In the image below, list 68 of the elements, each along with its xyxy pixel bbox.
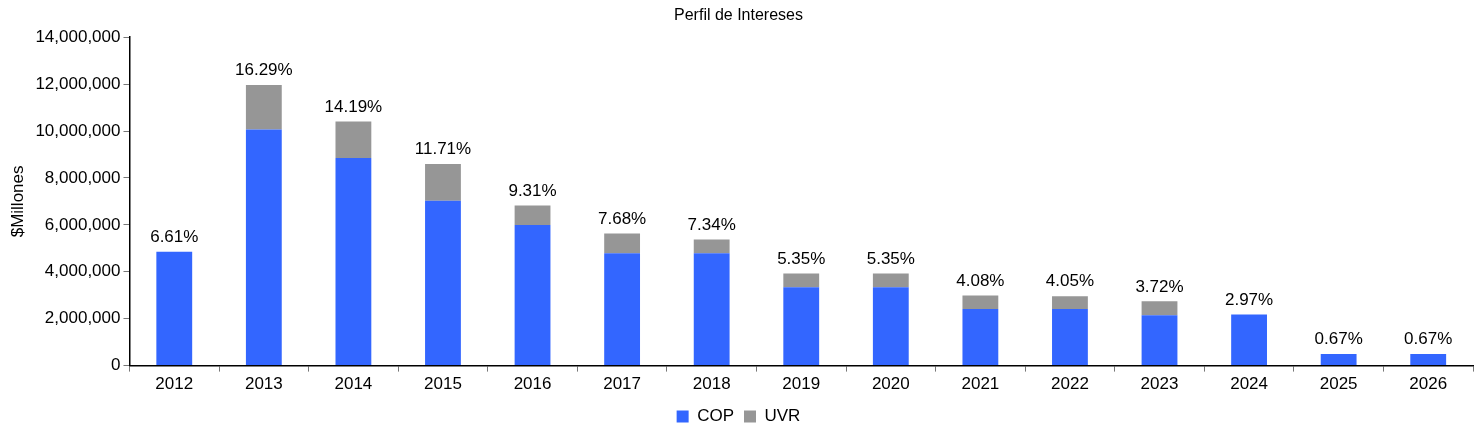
bar [962, 295, 999, 310]
bar [604, 253, 641, 366]
bar [872, 287, 909, 366]
bar [425, 164, 461, 201]
bar [425, 200, 461, 366]
bar [693, 253, 730, 366]
annotation: 7.68% [598, 208, 647, 228]
y-axis-title: $Millones [7, 165, 27, 238]
bar [604, 233, 641, 254]
bar [156, 251, 193, 366]
bar [872, 273, 909, 288]
y-tick-label: 2,000,000 [44, 308, 121, 328]
x-tick-label: 2018 [692, 374, 731, 394]
x-tick-label: 2019 [782, 374, 821, 394]
x-tick-label: 2024 [1230, 374, 1268, 394]
x-tick-label: 2020 [871, 374, 910, 394]
annotation: 16.29% [235, 60, 293, 80]
bar [514, 225, 551, 366]
annotation: 4.05% [1045, 271, 1095, 291]
x-tick-label: 2022 [1051, 374, 1089, 394]
annotation: 9.31% [508, 180, 557, 200]
annotation: 2.97% [1224, 289, 1274, 309]
bar [335, 158, 372, 366]
bar [335, 121, 372, 158]
x-tick-label: 2023 [1140, 374, 1179, 394]
annotation: 6.61% [150, 227, 199, 247]
x-tick-label: 2014 [334, 374, 373, 394]
legend-label: UVR [764, 406, 801, 426]
bar [783, 273, 820, 288]
annotation: 14.19% [324, 96, 383, 116]
annotation: 5.35% [866, 248, 915, 268]
annotation: 0.67% [1314, 329, 1363, 349]
annotation: 3.72% [1135, 276, 1184, 296]
annotation: 4.08% [956, 270, 1005, 290]
annotation: 0.67% [1404, 329, 1453, 349]
bar [245, 85, 282, 130]
y-tick-label: 14,000,000 [35, 26, 121, 46]
bar [1410, 354, 1447, 366]
annotation: 5.35% [777, 248, 826, 268]
bar [245, 129, 282, 366]
x-tick-label: 2015 [424, 374, 462, 394]
bar [1320, 354, 1357, 366]
x-tick-label: 2025 [1319, 374, 1358, 394]
bar [693, 239, 730, 254]
y-tick-label: 10,000,000 [35, 120, 121, 140]
bar [1052, 296, 1088, 310]
x-tick-label: 2021 [961, 374, 1000, 394]
annotation: 11.71% [414, 139, 472, 159]
annotation: 7.34% [687, 214, 736, 234]
bar [1141, 301, 1178, 316]
x-tick-label: 2026 [1409, 374, 1448, 394]
legend-label: COP [697, 406, 734, 426]
bar [962, 309, 999, 366]
bar [1052, 309, 1088, 366]
x-tick-label: 2013 [244, 374, 283, 394]
chart-title: Perfil de Intereses [674, 6, 803, 24]
y-tick-label: 12,000,000 [35, 73, 121, 93]
y-tick-label: 0 [111, 355, 121, 375]
bar [1141, 315, 1178, 366]
y-tick-label: 6,000,000 [44, 214, 121, 234]
bar [783, 287, 820, 366]
y-tick-label: 8,000,000 [44, 167, 121, 187]
x-tick-label: 2016 [513, 374, 552, 394]
x-tick-label: 2017 [603, 374, 642, 394]
x-tick-label: 2012 [155, 374, 194, 394]
bar [514, 205, 551, 226]
y-tick-label: 4,000,000 [44, 261, 121, 281]
bar [1231, 314, 1267, 366]
